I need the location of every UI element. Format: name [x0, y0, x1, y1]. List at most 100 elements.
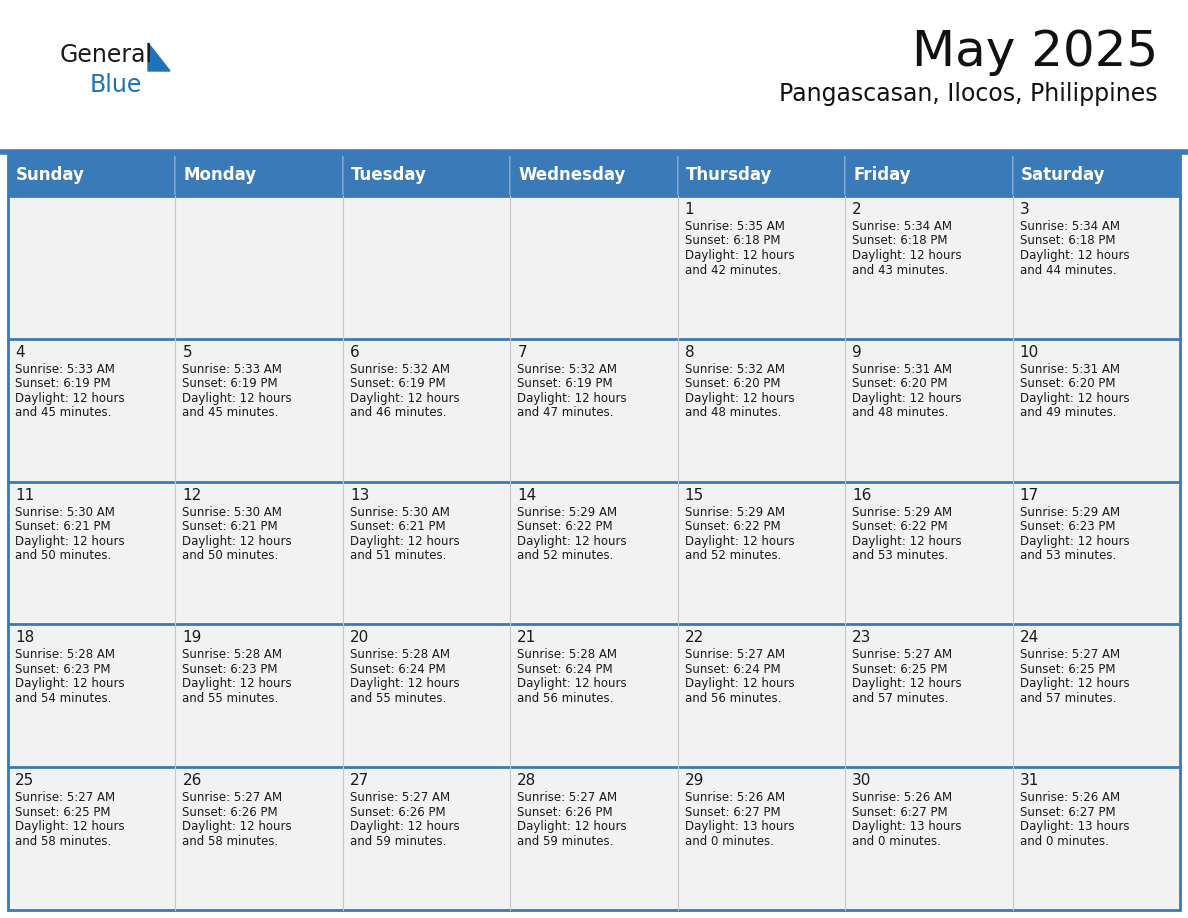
Text: Sunset: 6:20 PM: Sunset: 6:20 PM: [684, 377, 781, 390]
Bar: [343, 624, 511, 767]
Text: Sunset: 6:21 PM: Sunset: 6:21 PM: [183, 521, 278, 533]
Text: Sunrise: 5:34 AM: Sunrise: 5:34 AM: [1019, 220, 1119, 233]
Text: 22: 22: [684, 631, 704, 645]
Text: Sunrise: 5:27 AM: Sunrise: 5:27 AM: [1019, 648, 1120, 661]
Text: 26: 26: [183, 773, 202, 789]
Text: 7: 7: [517, 345, 527, 360]
Text: Daylight: 12 hours: Daylight: 12 hours: [349, 392, 460, 405]
Text: and 54 minutes.: and 54 minutes.: [15, 692, 112, 705]
Text: Sunset: 6:19 PM: Sunset: 6:19 PM: [183, 377, 278, 390]
Bar: [343, 154, 511, 196]
Bar: [1012, 624, 1180, 767]
Bar: [845, 767, 1012, 910]
Text: and 50 minutes.: and 50 minutes.: [15, 549, 112, 562]
Text: 20: 20: [349, 631, 369, 645]
Text: and 52 minutes.: and 52 minutes.: [517, 549, 614, 562]
Text: Sunset: 6:19 PM: Sunset: 6:19 PM: [349, 377, 446, 390]
Text: Sunset: 6:22 PM: Sunset: 6:22 PM: [517, 521, 613, 533]
Text: Sunrise: 5:35 AM: Sunrise: 5:35 AM: [684, 220, 784, 233]
Text: and 0 minutes.: and 0 minutes.: [1019, 834, 1108, 847]
Text: and 46 minutes.: and 46 minutes.: [349, 407, 447, 420]
Text: and 57 minutes.: and 57 minutes.: [852, 692, 948, 705]
Text: Daylight: 12 hours: Daylight: 12 hours: [15, 677, 125, 690]
Text: Sunset: 6:22 PM: Sunset: 6:22 PM: [852, 521, 948, 533]
Bar: [176, 339, 343, 482]
Bar: [8, 624, 176, 767]
Text: Sunset: 6:20 PM: Sunset: 6:20 PM: [1019, 377, 1116, 390]
Text: 24: 24: [1019, 631, 1038, 645]
Text: 16: 16: [852, 487, 872, 502]
Text: Sunset: 6:27 PM: Sunset: 6:27 PM: [1019, 806, 1116, 819]
Bar: [176, 196, 343, 339]
Text: Sunrise: 5:33 AM: Sunrise: 5:33 AM: [183, 363, 283, 375]
Text: 23: 23: [852, 631, 872, 645]
Text: Sunset: 6:19 PM: Sunset: 6:19 PM: [15, 377, 110, 390]
Text: Daylight: 12 hours: Daylight: 12 hours: [852, 392, 962, 405]
Bar: [845, 339, 1012, 482]
Text: and 50 minutes.: and 50 minutes.: [183, 549, 279, 562]
Text: Sunrise: 5:34 AM: Sunrise: 5:34 AM: [852, 220, 952, 233]
Bar: [8, 196, 176, 339]
Text: and 58 minutes.: and 58 minutes.: [15, 834, 112, 847]
Text: and 59 minutes.: and 59 minutes.: [349, 834, 447, 847]
Text: Sunday: Sunday: [15, 166, 84, 184]
Text: Daylight: 12 hours: Daylight: 12 hours: [15, 392, 125, 405]
Text: Sunset: 6:18 PM: Sunset: 6:18 PM: [852, 234, 948, 248]
Text: Sunrise: 5:28 AM: Sunrise: 5:28 AM: [349, 648, 450, 661]
Bar: [677, 482, 845, 624]
Bar: [677, 196, 845, 339]
Text: Thursday: Thursday: [685, 166, 772, 184]
Bar: [176, 624, 343, 767]
Text: 5: 5: [183, 345, 192, 360]
Text: Sunrise: 5:32 AM: Sunrise: 5:32 AM: [517, 363, 618, 375]
Text: Sunrise: 5:30 AM: Sunrise: 5:30 AM: [183, 506, 283, 519]
Text: Daylight: 13 hours: Daylight: 13 hours: [1019, 820, 1129, 834]
Text: Sunset: 6:21 PM: Sunset: 6:21 PM: [349, 521, 446, 533]
Text: and 53 minutes.: and 53 minutes.: [1019, 549, 1116, 562]
Text: Daylight: 12 hours: Daylight: 12 hours: [517, 820, 627, 834]
Text: Daylight: 12 hours: Daylight: 12 hours: [183, 392, 292, 405]
Text: 14: 14: [517, 487, 537, 502]
Text: and 56 minutes.: and 56 minutes.: [684, 692, 781, 705]
Text: Sunrise: 5:31 AM: Sunrise: 5:31 AM: [1019, 363, 1119, 375]
Bar: [8, 154, 1180, 910]
Text: Saturday: Saturday: [1020, 166, 1105, 184]
Text: Sunset: 6:24 PM: Sunset: 6:24 PM: [517, 663, 613, 676]
Text: 3: 3: [1019, 202, 1029, 217]
Text: Daylight: 12 hours: Daylight: 12 hours: [1019, 392, 1130, 405]
Text: Sunset: 6:23 PM: Sunset: 6:23 PM: [15, 663, 110, 676]
Bar: [8, 767, 176, 910]
Text: Sunset: 6:19 PM: Sunset: 6:19 PM: [517, 377, 613, 390]
Text: 15: 15: [684, 487, 704, 502]
Text: Daylight: 12 hours: Daylight: 12 hours: [517, 677, 627, 690]
Bar: [343, 196, 511, 339]
Text: and 57 minutes.: and 57 minutes.: [1019, 692, 1116, 705]
Text: Daylight: 12 hours: Daylight: 12 hours: [852, 534, 962, 548]
Text: and 56 minutes.: and 56 minutes.: [517, 692, 614, 705]
Text: Blue: Blue: [90, 73, 143, 97]
Text: Sunrise: 5:28 AM: Sunrise: 5:28 AM: [517, 648, 618, 661]
Text: Sunset: 6:24 PM: Sunset: 6:24 PM: [684, 663, 781, 676]
Text: Sunrise: 5:28 AM: Sunrise: 5:28 AM: [183, 648, 283, 661]
Text: Tuesday: Tuesday: [350, 166, 426, 184]
Bar: [511, 482, 677, 624]
Text: Daylight: 12 hours: Daylight: 12 hours: [517, 534, 627, 548]
Bar: [677, 624, 845, 767]
Text: Sunrise: 5:26 AM: Sunrise: 5:26 AM: [852, 791, 953, 804]
Text: Sunset: 6:27 PM: Sunset: 6:27 PM: [684, 806, 781, 819]
Bar: [343, 482, 511, 624]
Text: Daylight: 12 hours: Daylight: 12 hours: [684, 249, 795, 262]
Text: Sunrise: 5:29 AM: Sunrise: 5:29 AM: [684, 506, 785, 519]
Bar: [1012, 482, 1180, 624]
Text: 2: 2: [852, 202, 861, 217]
Text: Sunrise: 5:29 AM: Sunrise: 5:29 AM: [852, 506, 953, 519]
Text: Sunrise: 5:27 AM: Sunrise: 5:27 AM: [15, 791, 115, 804]
Bar: [8, 154, 176, 196]
Text: and 58 minutes.: and 58 minutes.: [183, 834, 279, 847]
Text: Sunrise: 5:27 AM: Sunrise: 5:27 AM: [517, 791, 618, 804]
Text: Sunset: 6:22 PM: Sunset: 6:22 PM: [684, 521, 781, 533]
Text: Sunset: 6:24 PM: Sunset: 6:24 PM: [349, 663, 446, 676]
Text: Daylight: 12 hours: Daylight: 12 hours: [349, 820, 460, 834]
Bar: [176, 154, 343, 196]
Bar: [677, 767, 845, 910]
